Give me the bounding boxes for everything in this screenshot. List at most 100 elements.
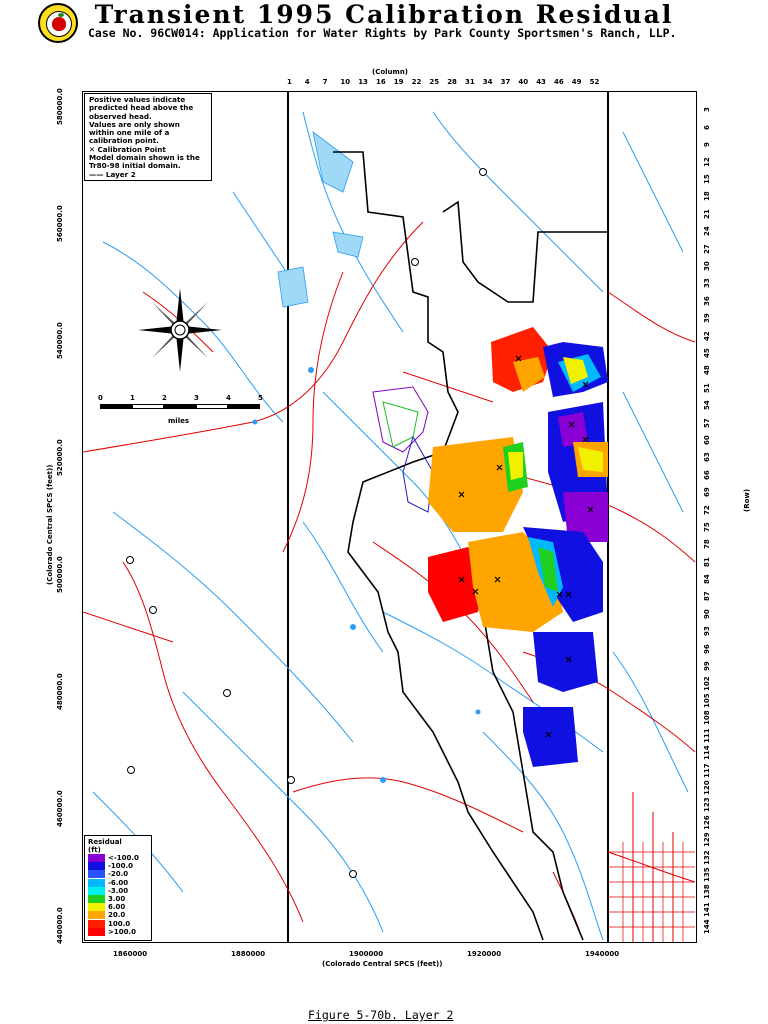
row-label: 120	[703, 780, 711, 796]
row-label: 126	[703, 815, 711, 830]
note-line: predicted head above the	[89, 103, 194, 113]
y-tick-label: 460000.0	[56, 790, 64, 827]
calibration-points	[458, 355, 594, 738]
residual-legend-label: 100.0	[108, 919, 131, 928]
reservoirs	[277, 131, 364, 308]
residual-contours	[428, 327, 608, 767]
residual-legend-item: 100.0	[88, 919, 148, 928]
residual-legend-label: -3.00	[108, 886, 129, 895]
note-line: Values are only shown	[89, 119, 180, 129]
residual-legend-item: -6.00	[88, 878, 148, 887]
column-axis-title: (Column)	[372, 68, 409, 76]
column-label: 40	[518, 78, 529, 86]
residual-swatch	[88, 854, 105, 863]
y-tick-label: 500000.0	[56, 556, 64, 593]
residual-legend-label: -100.0	[108, 862, 134, 871]
row-label: 39	[703, 313, 711, 324]
residual-swatch	[88, 870, 105, 879]
note-line: Positive values indicate	[89, 95, 186, 104]
row-label: 48	[703, 365, 711, 376]
row-label: 93	[703, 626, 711, 637]
x-tick-label: 1900000	[349, 950, 384, 958]
row-label: 3	[703, 107, 711, 113]
residual-legend: Residual (ft) <-100.0 -100.0 -20.0 -6.00 -3.00…	[84, 835, 152, 941]
note-line: ✕ Calibration Point	[89, 144, 166, 154]
y-tick-label: 520000.0	[56, 439, 64, 476]
scale-tick-label: 3	[194, 394, 199, 402]
residual-swatch	[88, 878, 105, 887]
row-label: 69	[703, 487, 711, 498]
north-arrow-compass	[138, 288, 222, 372]
row-label: 9	[703, 142, 711, 147]
row-label: 96	[703, 643, 711, 654]
map-markers	[126, 168, 487, 878]
logo	[38, 3, 78, 43]
row-label: 36	[703, 296, 711, 306]
row-axis-title: (Row)	[743, 488, 751, 512]
row-label: 27	[703, 243, 711, 254]
residual-legend-item: >100.0	[88, 927, 148, 936]
note-line: Tr80-98 initial domain.	[89, 161, 181, 171]
row-label: 90	[703, 609, 711, 619]
residual-legend-item: 6.00	[88, 903, 148, 912]
residual-legend-label: -20.0	[108, 870, 129, 879]
row-label: 87	[703, 591, 711, 602]
row-label: 138	[703, 884, 711, 900]
column-label: 1	[287, 78, 292, 86]
scale-tick-label: 2	[162, 394, 167, 402]
x-tick-label: 1860000	[113, 950, 148, 958]
residual-legend-item: 20.0	[88, 911, 148, 920]
residual-swatch	[88, 919, 105, 928]
y-tick-label: 580000.0	[56, 88, 64, 125]
row-label: 141	[703, 902, 711, 917]
ponds	[252, 367, 481, 783]
row-label: 102	[703, 676, 711, 691]
row-label: 45	[703, 348, 711, 358]
residual-legend-title: Residual	[88, 838, 122, 846]
row-label: 111	[703, 728, 711, 743]
residual-legend-label: -6.00	[108, 878, 129, 887]
row-label: 30	[703, 261, 711, 271]
row-label: 63	[703, 452, 711, 463]
row-label: 57	[703, 417, 711, 428]
y-tick-label: 560000.0	[56, 205, 64, 242]
column-label: 25	[429, 78, 440, 86]
row-label: 81	[703, 556, 711, 567]
row-label: 108	[703, 710, 711, 726]
figure-caption: Figure 5-70b. Layer 2	[308, 1008, 454, 1022]
column-label: 4	[304, 78, 310, 86]
row-label: 105	[703, 693, 711, 709]
column-label: 13	[358, 78, 368, 86]
row-label: 21	[703, 209, 711, 219]
residual-legend-item: -3.00	[88, 886, 148, 895]
row-label: 78	[703, 539, 711, 550]
column-label: 31	[465, 78, 475, 86]
column-label: 43	[536, 78, 546, 86]
residual-swatch	[88, 862, 105, 871]
row-label: 24	[703, 226, 711, 237]
row-label: 99	[703, 661, 711, 672]
note-line: within one mile of a	[89, 128, 170, 138]
column-label: 22	[411, 78, 422, 86]
column-label: 10	[340, 78, 351, 86]
apple-icon	[52, 17, 66, 31]
row-label: 42	[703, 330, 711, 341]
scale-tick-label: 0	[98, 394, 103, 402]
row-label: 123	[703, 797, 711, 813]
residual-legend-label: 6.00	[108, 903, 126, 912]
residual-legend-label: <-100.0	[108, 854, 139, 863]
residual-legend-item: -20.0	[88, 870, 148, 879]
column-label: 19	[393, 78, 404, 86]
x-axis-title: (Colorado Central SPCS (feet))	[322, 960, 443, 968]
residual-legend-label: 20.0	[108, 911, 126, 920]
row-label: 75	[703, 522, 711, 532]
model-domain-outline	[333, 151, 544, 941]
residual-swatch	[88, 927, 105, 936]
row-label: 144	[703, 919, 711, 935]
row-label: 132	[703, 849, 711, 865]
scale-bar	[100, 404, 262, 412]
column-label: 49	[571, 78, 582, 86]
column-label: 28	[447, 78, 457, 86]
row-label: 51	[703, 382, 711, 393]
x-tick-label: 1920000	[467, 950, 502, 958]
